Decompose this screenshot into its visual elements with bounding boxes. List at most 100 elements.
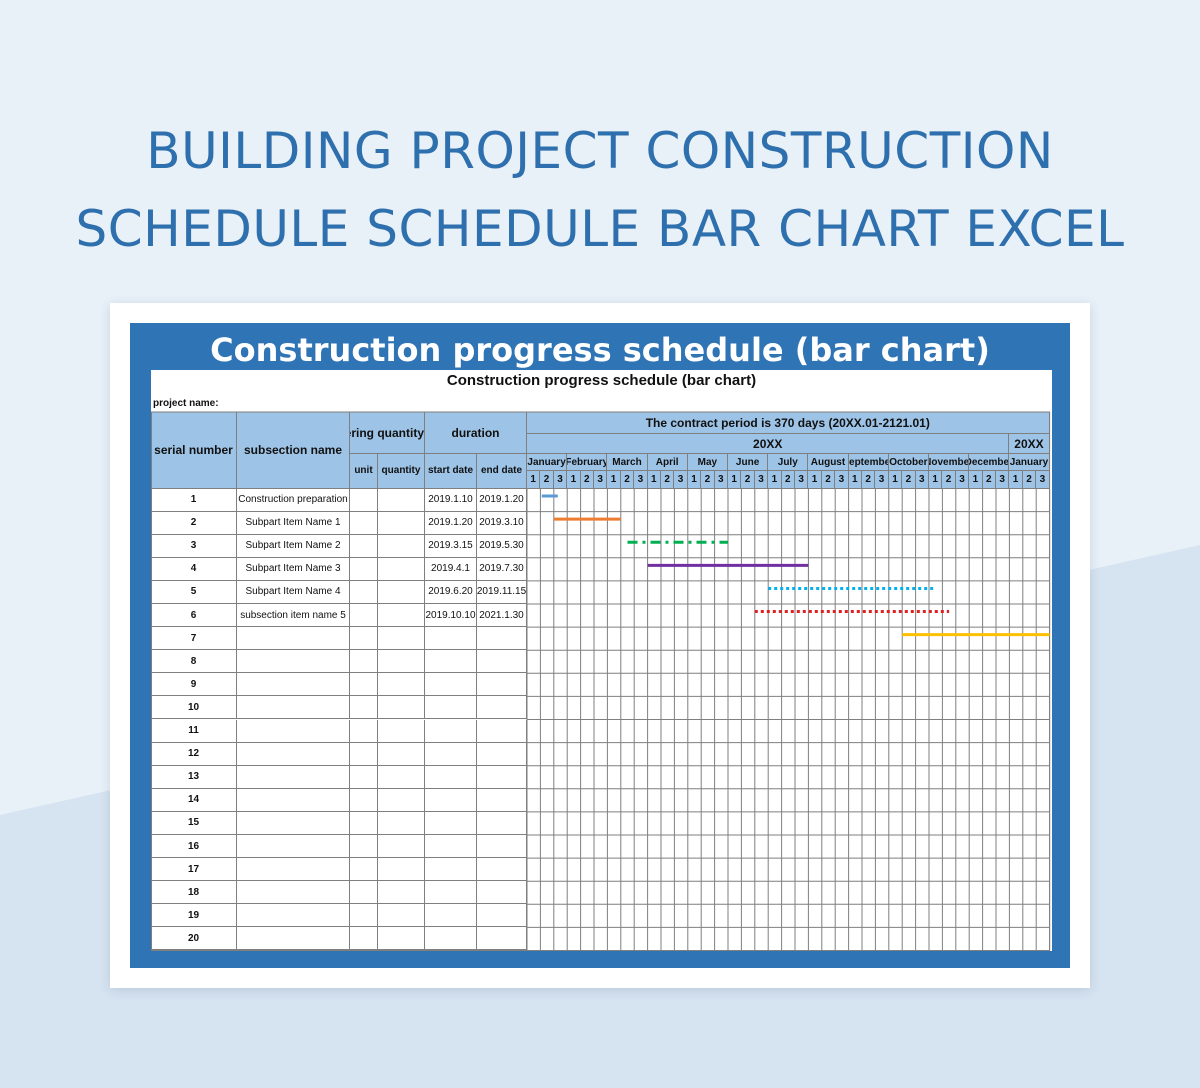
row-serial[interactable]: 20: [151, 927, 237, 951]
row-quantity[interactable]: [378, 788, 425, 812]
row-quantity[interactable]: [378, 904, 425, 928]
row-quantity[interactable]: [378, 534, 425, 558]
row-subsection-name[interactable]: Subpart Item Name 2: [237, 534, 350, 558]
row-serial[interactable]: 18: [151, 881, 237, 905]
header-serial-number[interactable]: serial number: [151, 412, 237, 489]
row-serial[interactable]: 2: [151, 511, 237, 535]
row-quantity[interactable]: [378, 696, 425, 720]
row-subsection-name[interactable]: [237, 881, 350, 905]
row-subsection-name[interactable]: Construction preparation: [237, 488, 350, 512]
row-unit[interactable]: [350, 627, 378, 651]
row-subsection-name[interactable]: [237, 904, 350, 928]
row-start-date[interactable]: 2019.3.15: [425, 534, 477, 558]
row-serial[interactable]: 16: [151, 835, 237, 859]
row-quantity[interactable]: [378, 927, 425, 951]
row-start-date[interactable]: [425, 673, 477, 697]
row-serial[interactable]: 5: [151, 580, 237, 604]
header-subsection-name[interactable]: subsection name: [237, 412, 350, 489]
row-unit[interactable]: [350, 557, 378, 581]
header-unit[interactable]: unit: [350, 454, 378, 489]
header-year-2[interactable]: 20XX: [1009, 434, 1050, 454]
header-month[interactable]: December: [969, 454, 1010, 471]
row-unit[interactable]: [350, 835, 378, 859]
header-month[interactable]: July: [768, 454, 809, 471]
row-quantity[interactable]: [378, 858, 425, 882]
row-subsection-name[interactable]: [237, 742, 350, 766]
row-unit[interactable]: [350, 650, 378, 674]
row-serial[interactable]: 15: [151, 811, 237, 835]
row-unit[interactable]: [350, 881, 378, 905]
header-month[interactable]: February: [567, 454, 608, 471]
row-serial[interactable]: 19: [151, 904, 237, 928]
row-unit[interactable]: [350, 788, 378, 812]
row-subsection-name[interactable]: Subpart Item Name 4: [237, 580, 350, 604]
row-start-date[interactable]: [425, 696, 477, 720]
row-unit[interactable]: [350, 927, 378, 951]
row-start-date[interactable]: 2019.4.1: [425, 557, 477, 581]
header-month[interactable]: August: [808, 454, 849, 471]
row-serial[interactable]: 6: [151, 604, 237, 628]
row-unit[interactable]: [350, 719, 378, 743]
header-start-date[interactable]: start date: [425, 454, 477, 489]
row-subsection-name[interactable]: [237, 835, 350, 859]
row-quantity[interactable]: [378, 650, 425, 674]
row-subsection-name[interactable]: [237, 788, 350, 812]
header-month[interactable]: April: [647, 454, 688, 471]
row-quantity[interactable]: [378, 835, 425, 859]
row-serial[interactable]: 14: [151, 788, 237, 812]
row-start-date[interactable]: [425, 927, 477, 951]
row-serial[interactable]: 1: [151, 488, 237, 512]
row-quantity[interactable]: [378, 580, 425, 604]
row-start-date[interactable]: [425, 719, 477, 743]
header-month[interactable]: January: [527, 454, 568, 471]
row-serial[interactable]: 17: [151, 858, 237, 882]
header-end-date[interactable]: end date: [477, 454, 527, 489]
row-start-date[interactable]: [425, 627, 477, 651]
row-unit[interactable]: [350, 696, 378, 720]
row-serial[interactable]: 12: [151, 742, 237, 766]
row-start-date[interactable]: 2019.10.10: [425, 604, 477, 628]
row-quantity[interactable]: [378, 511, 425, 535]
row-start-date[interactable]: [425, 904, 477, 928]
row-start-date[interactable]: [425, 788, 477, 812]
row-serial[interactable]: 8: [151, 650, 237, 674]
header-duration[interactable]: duration: [425, 412, 527, 454]
row-start-date[interactable]: [425, 881, 477, 905]
row-start-date[interactable]: 2019.1.20: [425, 511, 477, 535]
row-quantity[interactable]: [378, 742, 425, 766]
row-subsection-name[interactable]: [237, 650, 350, 674]
header-contract-period[interactable]: The contract period is 370 days (20XX.01…: [527, 412, 1050, 434]
header-month[interactable]: May: [687, 454, 728, 471]
row-subsection-name[interactable]: [237, 719, 350, 743]
row-subsection-name[interactable]: Subpart Item Name 1: [237, 511, 350, 535]
row-unit[interactable]: [350, 604, 378, 628]
row-quantity[interactable]: [378, 719, 425, 743]
row-unit[interactable]: [350, 858, 378, 882]
row-quantity[interactable]: [378, 765, 425, 789]
row-start-date[interactable]: 2019.1.10: [425, 488, 477, 512]
row-subsection-name[interactable]: [237, 927, 350, 951]
row-start-date[interactable]: [425, 835, 477, 859]
row-subsection-name[interactable]: [237, 858, 350, 882]
row-subsection-name[interactable]: [237, 765, 350, 789]
header-month[interactable]: June: [728, 454, 769, 471]
row-unit[interactable]: [350, 742, 378, 766]
row-subsection-name[interactable]: subsection item name 5: [237, 604, 350, 628]
row-serial[interactable]: 4: [151, 557, 237, 581]
header-month[interactable]: March: [607, 454, 648, 471]
row-unit[interactable]: [350, 488, 378, 512]
row-serial[interactable]: 3: [151, 534, 237, 558]
header-quantity[interactable]: quantity: [378, 454, 425, 489]
row-start-date[interactable]: [425, 742, 477, 766]
row-subsection-name[interactable]: [237, 627, 350, 651]
row-start-date[interactable]: 2019.6.20: [425, 580, 477, 604]
row-start-date[interactable]: [425, 811, 477, 835]
row-start-date[interactable]: [425, 650, 477, 674]
row-unit[interactable]: [350, 580, 378, 604]
row-subsection-name[interactable]: [237, 696, 350, 720]
row-subsection-name[interactable]: [237, 811, 350, 835]
row-quantity[interactable]: [378, 627, 425, 651]
row-serial[interactable]: 9: [151, 673, 237, 697]
row-unit[interactable]: [350, 673, 378, 697]
row-subsection-name[interactable]: [237, 673, 350, 697]
